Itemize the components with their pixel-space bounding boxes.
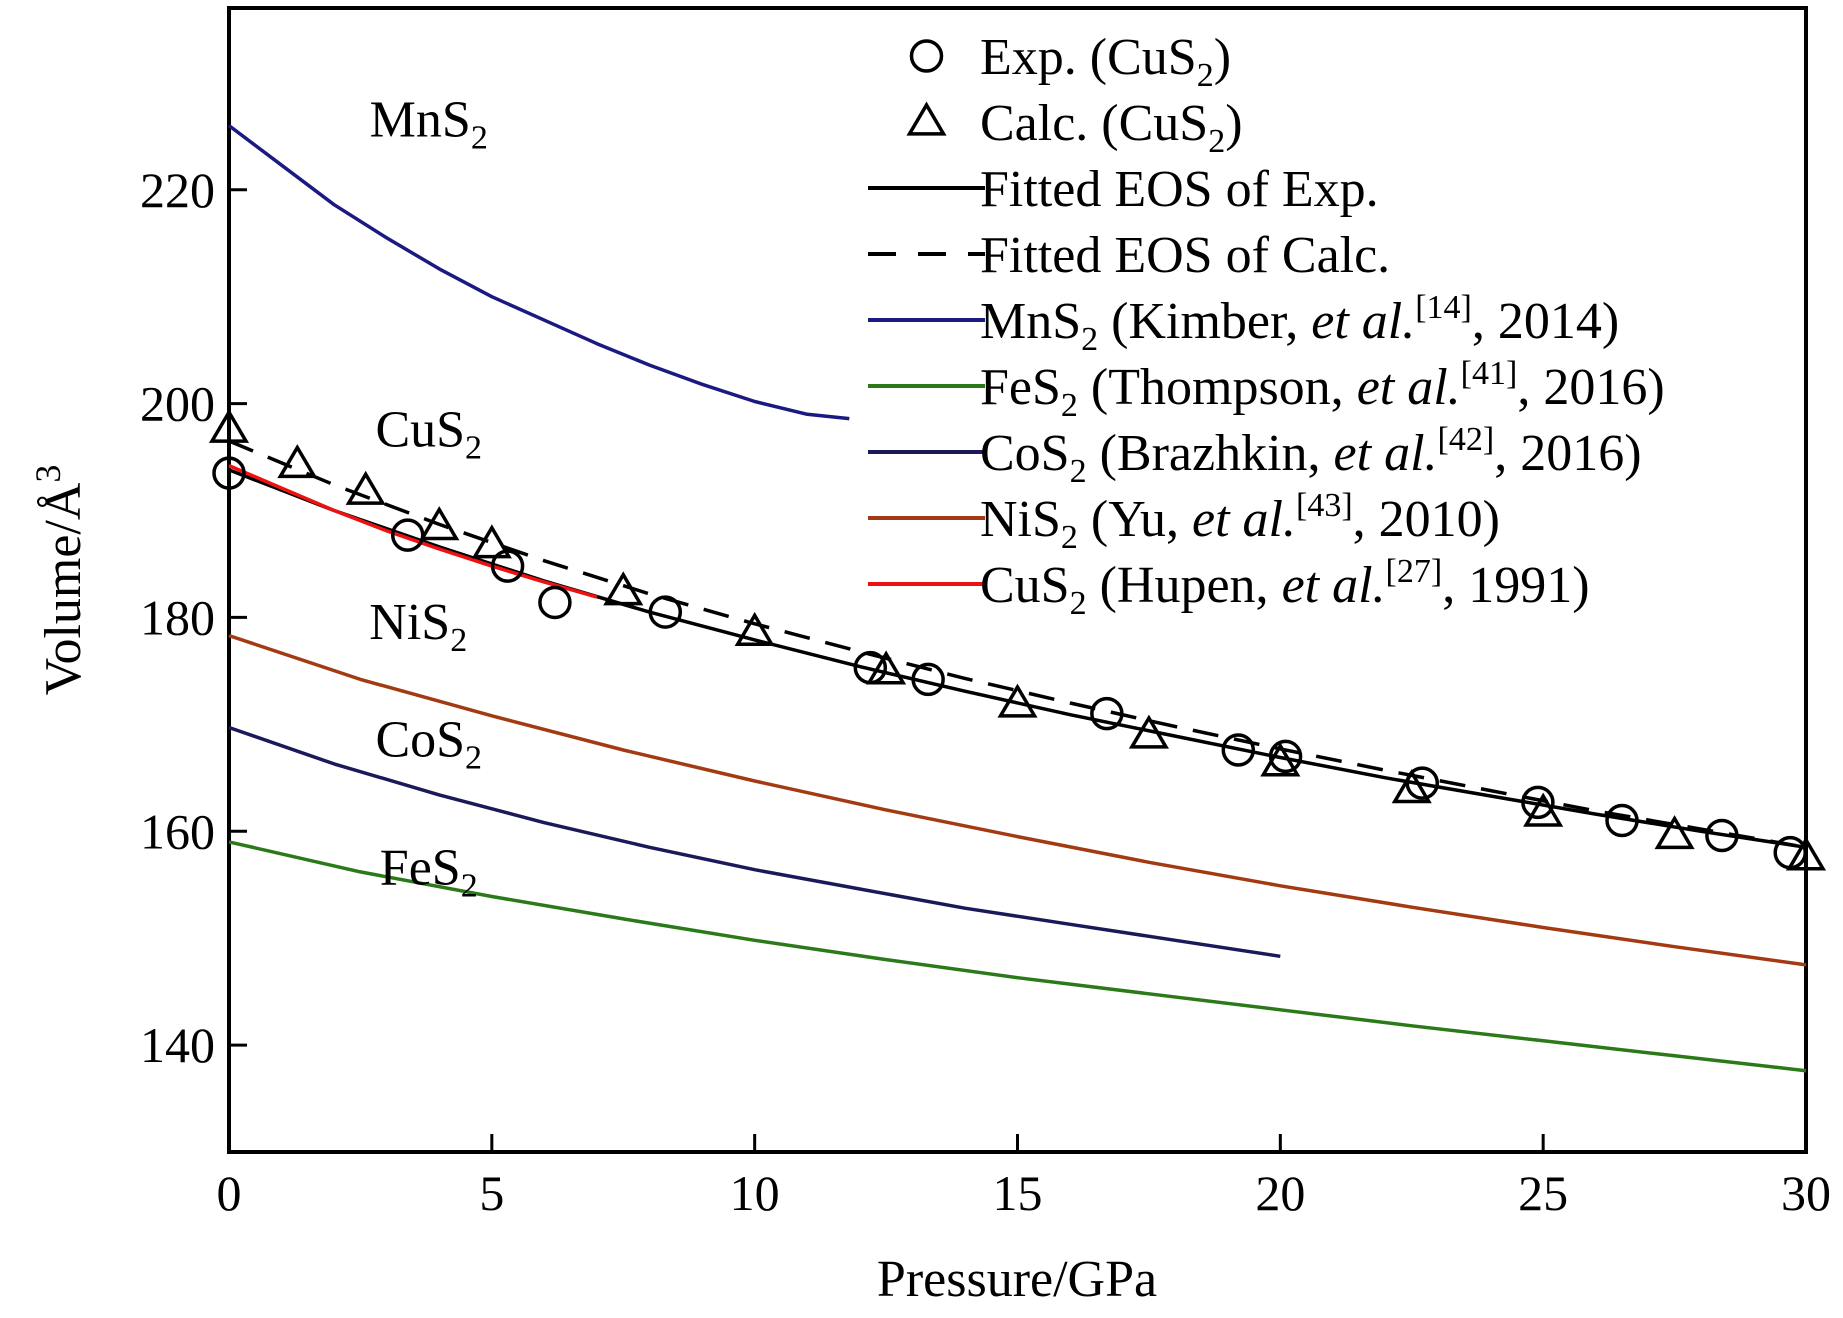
curve-label-mns2: MnS2 — [370, 91, 488, 156]
curve-labels-layer: MnS2 CuS2 NiS2 CoS2 FeS2 — [369, 91, 488, 904]
series-line-nis2-yu-et-al-43-2010 — [228, 633, 1807, 967]
data-point-triangle — [1260, 742, 1301, 777]
legend-item-calc-cus2: Calc. (CuS2) — [906, 95, 1243, 160]
legend-item-exp-cus2: Exp. (CuS2) — [909, 29, 1231, 94]
series-line-fitted-eos-of-calc — [228, 439, 1807, 850]
ticks-layer: 0 5 10 15 20 25 30 140 160 180 200 220 — [140, 162, 1831, 1221]
curve-label-fes2: FeS2 — [380, 840, 478, 905]
legend-label: FeS2 (Thompson, et al.[41], 2016) — [980, 355, 1665, 424]
legend-label: Exp. (CuS2) — [980, 29, 1231, 94]
data-point-triangle — [734, 611, 775, 647]
data-point-triangle — [1785, 836, 1827, 871]
legend-label: CoS2 (Brazhkin, et al.[42], 2016) — [980, 421, 1642, 490]
legend-symbol-circle — [909, 39, 944, 73]
data-point-triangle — [208, 408, 250, 443]
series-line-mns2-kimber-et-al-14-2014 — [227, 124, 850, 421]
legend: Exp. (CuS2)Calc. (CuS2)Fitted EOS of Exp… — [868, 29, 1665, 622]
data-point-circle — [1705, 818, 1739, 853]
x-tick-label: 10 — [730, 1165, 780, 1221]
data-point-triangle — [1391, 769, 1432, 804]
x-tick-label: 30 — [1781, 1165, 1831, 1221]
data-point-circle — [1090, 696, 1124, 731]
x-tick-label: 15 — [993, 1165, 1043, 1221]
legend-item-mns2-kimber-et-al-14-2014: MnS2 (Kimber, et al.[14], 2014) — [868, 289, 1619, 358]
data-point-triangle — [1523, 792, 1564, 827]
data-point-triangle — [277, 444, 318, 479]
series-line-cus2-hupen-et-al-27-1991 — [228, 463, 598, 599]
data-point-triangle — [603, 571, 644, 606]
legend-item-cus2-hupen-et-al-27-1991: CuS2 (Hupen, et al.[27], 1991) — [868, 553, 1590, 622]
data-point-circle — [1521, 785, 1555, 820]
curve-label-nis2: NiS2 — [369, 594, 467, 659]
curve-label-cus2: CuS2 — [375, 401, 482, 466]
x-tick-label: 25 — [1518, 1165, 1568, 1221]
markers-layer — [208, 408, 1827, 871]
legend-item-nis2-yu-et-al-43-2010: NiS2 (Yu, et al.[43], 2010) — [868, 487, 1500, 556]
data-point-triangle — [345, 470, 386, 505]
legend-symbol-triangle — [906, 101, 947, 136]
y-tick-label: 180 — [140, 589, 215, 645]
data-point-triangle — [997, 683, 1038, 718]
series-line-cos2-brazhkin-et-al-42-2016 — [228, 725, 1281, 959]
data-point-circle — [1221, 733, 1256, 767]
legend-item-cos2-brazhkin-et-al-42-2016: CoS2 (Brazhkin, et al.[42], 2016) — [868, 421, 1642, 490]
data-point-circle — [538, 585, 572, 620]
data-point-circle — [212, 456, 246, 490]
legend-label: Fitted EOS of Calc. — [980, 227, 1390, 284]
legend-label: Calc. (CuS2) — [980, 95, 1243, 160]
legend-label: Fitted EOS of Exp. — [980, 161, 1379, 218]
data-point-circle — [648, 595, 683, 629]
x-tick-label: 20 — [1255, 1165, 1305, 1221]
series-line-fes2-thompson-et-al-41-2016 — [228, 840, 1807, 1073]
data-point-triangle — [471, 524, 512, 559]
legend-label: NiS2 (Yu, et al.[43], 2010) — [980, 487, 1500, 556]
legend-item-fitted-eos-of-exp: Fitted EOS of Exp. — [868, 161, 1379, 218]
x-axis-title: Pressure/GPa — [877, 1251, 1157, 1308]
curves-layer — [227, 124, 1807, 1073]
data-point-circle — [911, 662, 945, 697]
y-tick-label: 160 — [140, 803, 215, 859]
y-tick-label: 140 — [140, 1017, 215, 1073]
legend-label: CuS2 (Hupen, et al.[27], 1991) — [980, 553, 1590, 622]
data-point-triangle — [419, 506, 460, 541]
data-point-triangle — [1128, 714, 1169, 749]
legend-label: MnS2 (Kimber, et al.[14], 2014) — [980, 289, 1619, 358]
data-point-triangle — [866, 650, 907, 685]
data-point-circle — [1268, 739, 1303, 774]
legend-item-fes2-thompson-et-al-41-2016: FeS2 (Thompson, et al.[41], 2016) — [868, 355, 1665, 424]
y-tick-label: 220 — [140, 162, 215, 218]
legend-item-fitted-eos-of-calc: Fitted EOS of Calc. — [868, 227, 1390, 284]
curve-label-cos2: CoS2 — [375, 711, 482, 776]
y-axis-title-sup: 3 — [28, 465, 68, 483]
data-point-circle — [1773, 835, 1807, 870]
data-point-triangle — [1654, 815, 1695, 850]
y-axis-title: Volume/Å3 — [28, 465, 92, 696]
x-tick-label: 0 — [217, 1165, 242, 1221]
y-tick-label: 200 — [140, 376, 215, 432]
x-tick-label: 5 — [479, 1165, 504, 1221]
data-point-circle — [1605, 803, 1639, 838]
